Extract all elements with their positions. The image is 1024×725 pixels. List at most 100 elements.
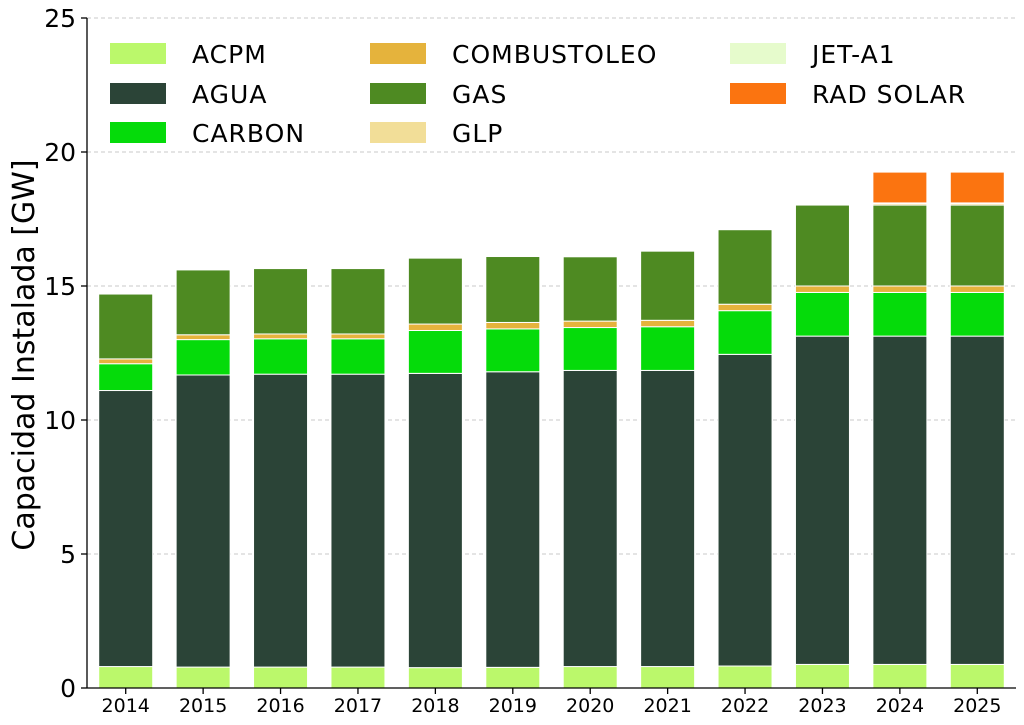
bar-combustoleo-2014 bbox=[98, 358, 154, 365]
bar-gas-2019 bbox=[485, 256, 541, 323]
bar-rad-solar-2024 bbox=[872, 171, 928, 204]
bar-carbon-2018 bbox=[407, 329, 463, 374]
bar-agua-2023 bbox=[794, 335, 850, 665]
bar-gas-2023 bbox=[794, 204, 850, 287]
legend-swatch-glp bbox=[370, 122, 426, 143]
bar-gas-2015 bbox=[175, 269, 231, 336]
bar-agua-2024 bbox=[872, 335, 928, 665]
bar-combustoleo-2025 bbox=[949, 285, 1005, 293]
bar-acpm-2015 bbox=[175, 666, 231, 689]
x-tick-label: 2018 bbox=[411, 695, 459, 717]
legend-swatch-acpm bbox=[110, 43, 166, 64]
legend-label: JET-A1 bbox=[810, 40, 896, 69]
axes bbox=[86, 18, 1016, 689]
y-ticks: 0 5 10 15 20 25 bbox=[44, 4, 87, 703]
legend-label: COMBUSTOLEO bbox=[452, 40, 657, 69]
bar-gas-2022 bbox=[717, 229, 773, 305]
bar-agua-2017 bbox=[330, 373, 386, 668]
x-tick-label: 2019 bbox=[489, 695, 537, 717]
bar-combustoleo-2017 bbox=[330, 333, 386, 340]
legend-label: GAS bbox=[452, 80, 507, 109]
legend-label: CARBON bbox=[192, 119, 305, 148]
bar-agua-2016 bbox=[253, 373, 309, 668]
bar-acpm-2020 bbox=[562, 666, 618, 689]
bar-agua-2022 bbox=[717, 353, 773, 667]
bar-combustoleo-2021 bbox=[640, 319, 696, 328]
legend-swatch-jet-a1 bbox=[730, 43, 786, 64]
bar-gas-2020 bbox=[562, 256, 618, 322]
legend-swatch-rad-solar bbox=[730, 83, 786, 104]
bar-carbon-2020 bbox=[562, 327, 618, 371]
bar-gas-2014 bbox=[98, 293, 154, 360]
bar-combustoleo-2020 bbox=[562, 320, 618, 329]
bar-combustoleo-2023 bbox=[794, 285, 850, 293]
y-tick-label: 20 bbox=[44, 138, 76, 167]
bar-gas-2017 bbox=[330, 268, 386, 335]
bar-gas-2018 bbox=[407, 257, 463, 325]
bar-gas-2025 bbox=[949, 204, 1005, 287]
legend-label: RAD SOLAR bbox=[812, 80, 966, 109]
bar-acpm-2017 bbox=[330, 666, 386, 689]
x-tick-label: 2016 bbox=[256, 695, 304, 717]
x-tick-label: 2022 bbox=[721, 695, 769, 717]
x-tick-label: 2020 bbox=[566, 695, 614, 717]
bar-gas-2021 bbox=[640, 250, 696, 321]
legend-swatch-gas bbox=[370, 83, 426, 104]
bar-gas-2016 bbox=[253, 268, 309, 335]
bar-rad-solar-2025 bbox=[949, 171, 1005, 204]
bar-combustoleo-2022 bbox=[717, 303, 773, 312]
x-tick-label: 2023 bbox=[798, 695, 846, 717]
bar-acpm-2016 bbox=[253, 666, 309, 689]
y-tick-label: 25 bbox=[44, 4, 76, 33]
bar-combustoleo-2015 bbox=[175, 334, 231, 341]
bar-carbon-2019 bbox=[485, 328, 541, 373]
x-tick-label: 2014 bbox=[102, 695, 150, 717]
bar-acpm-2025 bbox=[949, 663, 1005, 689]
bar-gas-2024 bbox=[872, 204, 928, 287]
bar-agua-2015 bbox=[175, 374, 231, 668]
bar-combustoleo-2019 bbox=[485, 321, 541, 330]
y-tick-label: 5 bbox=[60, 540, 76, 569]
bar-carbon-2017 bbox=[330, 338, 386, 375]
bar-acpm-2018 bbox=[407, 667, 463, 689]
legend-label: ACPM bbox=[192, 40, 267, 69]
legend-swatch-carbon bbox=[110, 122, 166, 143]
legend-label: AGUA bbox=[192, 80, 267, 109]
bar-agua-2021 bbox=[640, 369, 696, 668]
bar-carbon-2023 bbox=[794, 291, 850, 337]
bar-acpm-2022 bbox=[717, 665, 773, 689]
x-tick-label: 2017 bbox=[334, 695, 382, 717]
bar-carbon-2024 bbox=[872, 291, 928, 337]
bar-combustoleo-2016 bbox=[253, 333, 309, 340]
legend-label: GLP bbox=[452, 119, 503, 148]
bar-agua-2019 bbox=[485, 371, 541, 668]
x-tick-label: 2021 bbox=[643, 695, 691, 717]
bar-carbon-2015 bbox=[175, 339, 231, 376]
legend-swatch-agua bbox=[110, 83, 166, 104]
bar-agua-2025 bbox=[949, 335, 1005, 665]
bar-carbon-2016 bbox=[253, 338, 309, 375]
y-axis-title: Capacidad Instalada [GW] bbox=[7, 159, 42, 550]
bar-agua-2018 bbox=[407, 372, 463, 669]
bar-carbon-2025 bbox=[949, 291, 1005, 337]
bar-carbon-2022 bbox=[717, 310, 773, 355]
bar-combustoleo-2018 bbox=[407, 323, 463, 331]
legend: ACPM AGUA CARBON COMBUSTOLEO GAS GLP JET-A1 RAD… bbox=[110, 40, 966, 148]
legend-swatch-combustoleo bbox=[370, 43, 426, 64]
bar-acpm-2021 bbox=[640, 666, 696, 689]
bars bbox=[98, 171, 1005, 689]
bar-agua-2020 bbox=[562, 369, 618, 668]
y-tick-label: 0 bbox=[60, 674, 76, 703]
bar-carbon-2021 bbox=[640, 326, 696, 371]
x-tick-label: 2025 bbox=[953, 695, 1001, 717]
y-tick-label: 10 bbox=[44, 406, 76, 435]
bar-acpm-2023 bbox=[794, 663, 850, 689]
bar-combustoleo-2024 bbox=[872, 285, 928, 293]
y-tick-label: 15 bbox=[44, 272, 76, 301]
bar-acpm-2014 bbox=[98, 666, 154, 689]
x-tick-label: 2024 bbox=[876, 695, 924, 717]
bar-agua-2014 bbox=[98, 390, 154, 668]
bar-acpm-2019 bbox=[485, 666, 541, 689]
bar-acpm-2024 bbox=[872, 663, 928, 689]
